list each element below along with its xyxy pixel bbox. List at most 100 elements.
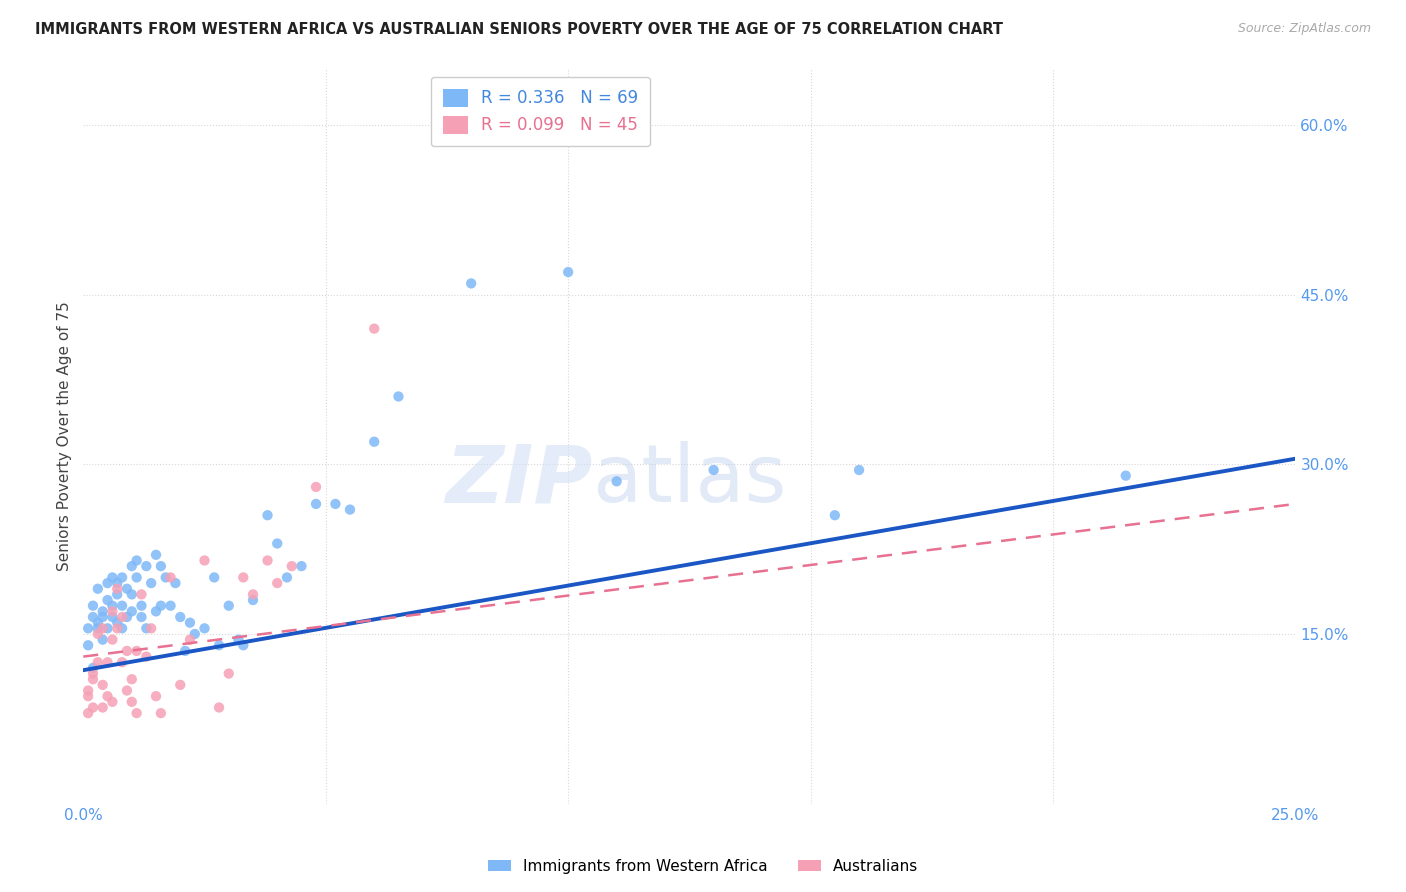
- Point: [115, 582, 138, 596]
- Point: [96, 576, 118, 591]
- Point: [276, 570, 298, 584]
- Point: [232, 638, 254, 652]
- Legend: R = 0.336   N = 69, R = 0.099   N = 45: R = 0.336 N = 69, R = 0.099 N = 45: [432, 77, 650, 146]
- Point: [82, 661, 104, 675]
- Point: [82, 599, 104, 613]
- Point: [77, 706, 100, 720]
- Point: [96, 689, 118, 703]
- Point: [96, 621, 118, 635]
- Point: [193, 553, 215, 567]
- Point: [208, 700, 231, 714]
- Point: [111, 621, 134, 635]
- Point: [91, 610, 114, 624]
- Legend: Immigrants from Western Africa, Australians: Immigrants from Western Africa, Australi…: [481, 853, 925, 880]
- Point: [149, 706, 172, 720]
- Point: [141, 621, 163, 635]
- Point: [242, 587, 264, 601]
- Point: [82, 610, 104, 624]
- Point: [77, 638, 100, 652]
- Point: [256, 508, 278, 523]
- Point: [202, 570, 225, 584]
- Point: [228, 632, 250, 647]
- Point: [91, 678, 114, 692]
- Point: [606, 475, 628, 489]
- Point: [101, 632, 124, 647]
- Point: [121, 604, 143, 618]
- Point: [87, 615, 110, 630]
- Point: [281, 559, 304, 574]
- Point: [1115, 468, 1137, 483]
- Point: [91, 604, 114, 618]
- Point: [141, 576, 163, 591]
- Point: [232, 570, 254, 584]
- Point: [179, 632, 201, 647]
- Text: Source: ZipAtlas.com: Source: ZipAtlas.com: [1237, 22, 1371, 36]
- Point: [105, 621, 128, 635]
- Point: [824, 508, 846, 523]
- Point: [169, 610, 191, 624]
- Point: [363, 321, 385, 335]
- Point: [242, 593, 264, 607]
- Point: [82, 672, 104, 686]
- Point: [121, 672, 143, 686]
- Point: [169, 678, 191, 692]
- Point: [131, 599, 153, 613]
- Point: [290, 559, 312, 574]
- Point: [111, 610, 134, 624]
- Point: [145, 689, 167, 703]
- Point: [266, 576, 288, 591]
- Point: [159, 570, 181, 584]
- Point: [91, 700, 114, 714]
- Point: [305, 480, 328, 494]
- Point: [101, 599, 124, 613]
- Point: [82, 666, 104, 681]
- Text: IMMIGRANTS FROM WESTERN AFRICA VS AUSTRALIAN SENIORS POVERTY OVER THE AGE OF 75 : IMMIGRANTS FROM WESTERN AFRICA VS AUSTRA…: [35, 22, 1002, 37]
- Point: [557, 265, 579, 279]
- Point: [325, 497, 347, 511]
- Text: atlas: atlas: [592, 442, 787, 519]
- Point: [305, 497, 328, 511]
- Point: [387, 389, 409, 403]
- Point: [87, 627, 110, 641]
- Point: [135, 559, 157, 574]
- Point: [121, 587, 143, 601]
- Point: [87, 582, 110, 596]
- Point: [256, 553, 278, 567]
- Point: [125, 706, 148, 720]
- Point: [145, 548, 167, 562]
- Point: [96, 655, 118, 669]
- Point: [509, 118, 531, 132]
- Point: [105, 587, 128, 601]
- Point: [460, 277, 482, 291]
- Point: [101, 610, 124, 624]
- Point: [149, 559, 172, 574]
- Point: [115, 683, 138, 698]
- Point: [339, 502, 361, 516]
- Point: [82, 700, 104, 714]
- Y-axis label: Seniors Poverty Over the Age of 75: Seniors Poverty Over the Age of 75: [58, 301, 72, 571]
- Point: [125, 644, 148, 658]
- Point: [363, 434, 385, 449]
- Point: [111, 570, 134, 584]
- Point: [91, 621, 114, 635]
- Point: [131, 610, 153, 624]
- Point: [155, 570, 177, 584]
- Point: [218, 666, 240, 681]
- Point: [77, 689, 100, 703]
- Point: [131, 587, 153, 601]
- Point: [105, 582, 128, 596]
- Point: [703, 463, 725, 477]
- Point: [101, 695, 124, 709]
- Point: [174, 644, 197, 658]
- Text: ZIP: ZIP: [446, 442, 592, 519]
- Point: [96, 593, 118, 607]
- Point: [101, 570, 124, 584]
- Point: [135, 621, 157, 635]
- Point: [135, 649, 157, 664]
- Point: [145, 604, 167, 618]
- Point: [848, 463, 870, 477]
- Point: [159, 599, 181, 613]
- Point: [105, 576, 128, 591]
- Point: [208, 638, 231, 652]
- Point: [111, 655, 134, 669]
